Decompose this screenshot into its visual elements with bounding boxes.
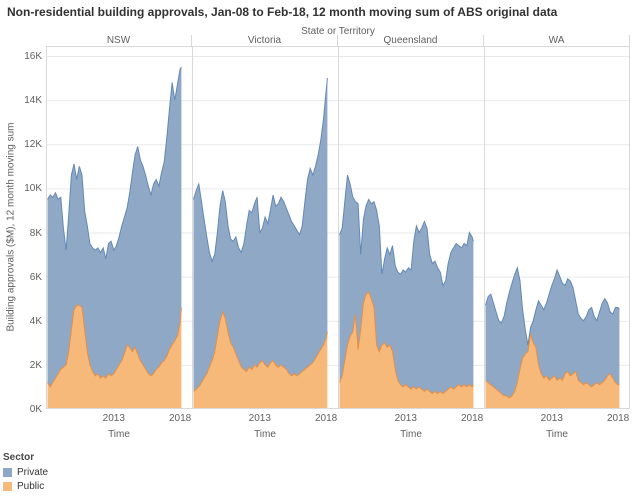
facet-pane-wa[interactable] — [484, 46, 630, 409]
area-public-victoria[interactable] — [193, 311, 328, 409]
x-tick-wa-2018: 2018 — [606, 413, 630, 424]
edge-private-nsw — [47, 66, 182, 260]
facet-header-victoria: Victoria — [191, 35, 337, 46]
x-axis-title-queensland: Time — [400, 429, 422, 440]
legend-title: Sector — [3, 452, 35, 463]
facet-column-headers: NSW Victoria Queensland WA — [46, 35, 630, 46]
x-tick-queensland-2018: 2018 — [460, 413, 484, 424]
facet-header-nsw: NSW — [106, 35, 131, 46]
area-public-queensland[interactable] — [339, 292, 474, 409]
legend: Sector Private Public — [3, 452, 48, 494]
chart-title: Non-residential building approvals, Jan-… — [7, 5, 558, 19]
x-tick-wa-2013: 2013 — [540, 413, 563, 424]
x-axis-title-victoria: Time — [254, 429, 276, 440]
legend-item-private[interactable]: Private — [3, 466, 48, 479]
x-axis-title-nsw: Time — [108, 429, 130, 440]
edge-public-queensland — [339, 291, 474, 395]
chart-panes — [46, 46, 630, 409]
edge-public-nsw — [47, 304, 182, 388]
y-tick-4k: 4K — [29, 315, 42, 327]
facet-pane-nsw[interactable] — [46, 46, 192, 409]
legend-items: Private Public — [3, 466, 48, 493]
facet-pane-queensland[interactable] — [338, 46, 484, 409]
edge-private-victoria — [193, 78, 328, 263]
x-tick-nsw-2018: 2018 — [168, 413, 192, 424]
area-private-wa[interactable] — [485, 267, 620, 398]
y-tick-2k: 2K — [29, 359, 42, 371]
y-tick-10k: 10K — [24, 183, 42, 195]
area-private-victoria[interactable] — [193, 78, 328, 392]
x-tick-victoria-2013: 2013 — [248, 413, 271, 424]
legend-item-public[interactable]: Public — [3, 480, 48, 493]
edge-public-victoria — [193, 310, 328, 392]
y-tick-14k: 14K — [24, 95, 42, 107]
edge-private-wa — [485, 266, 620, 346]
facet-pane-victoria[interactable] — [192, 46, 338, 409]
x-tick-victoria-2018: 2018 — [314, 413, 338, 424]
y-tick-16k: 16K — [24, 51, 42, 62]
facet-header-wa: WA — [483, 35, 630, 46]
area-private-nsw[interactable] — [47, 67, 182, 387]
area-public-wa[interactable] — [485, 334, 620, 409]
y-tick-6k: 6K — [29, 271, 42, 283]
area-private-queensland[interactable] — [339, 175, 474, 394]
facet-header-label: State or Territory — [301, 26, 375, 37]
facet-header-queensland: Queensland — [337, 35, 483, 46]
legend-label-private: Private — [17, 467, 49, 478]
y-tick-12k: 12K — [24, 139, 42, 151]
x-tick-queensland-2013: 2013 — [394, 413, 417, 424]
area-public-nsw[interactable] — [47, 305, 182, 409]
edge-private-queensland — [339, 174, 474, 287]
edge-public-wa — [485, 333, 620, 399]
private-swatch-icon — [3, 468, 12, 477]
y-tick-8k: 8K — [29, 227, 42, 239]
legend-label-public: Public — [17, 481, 45, 492]
x-axis-title-wa: Time — [546, 429, 568, 440]
x-tick-nsw-2013: 2013 — [102, 413, 125, 424]
public-swatch-icon — [3, 482, 12, 491]
y-tick-0k: 0K — [29, 404, 42, 415]
